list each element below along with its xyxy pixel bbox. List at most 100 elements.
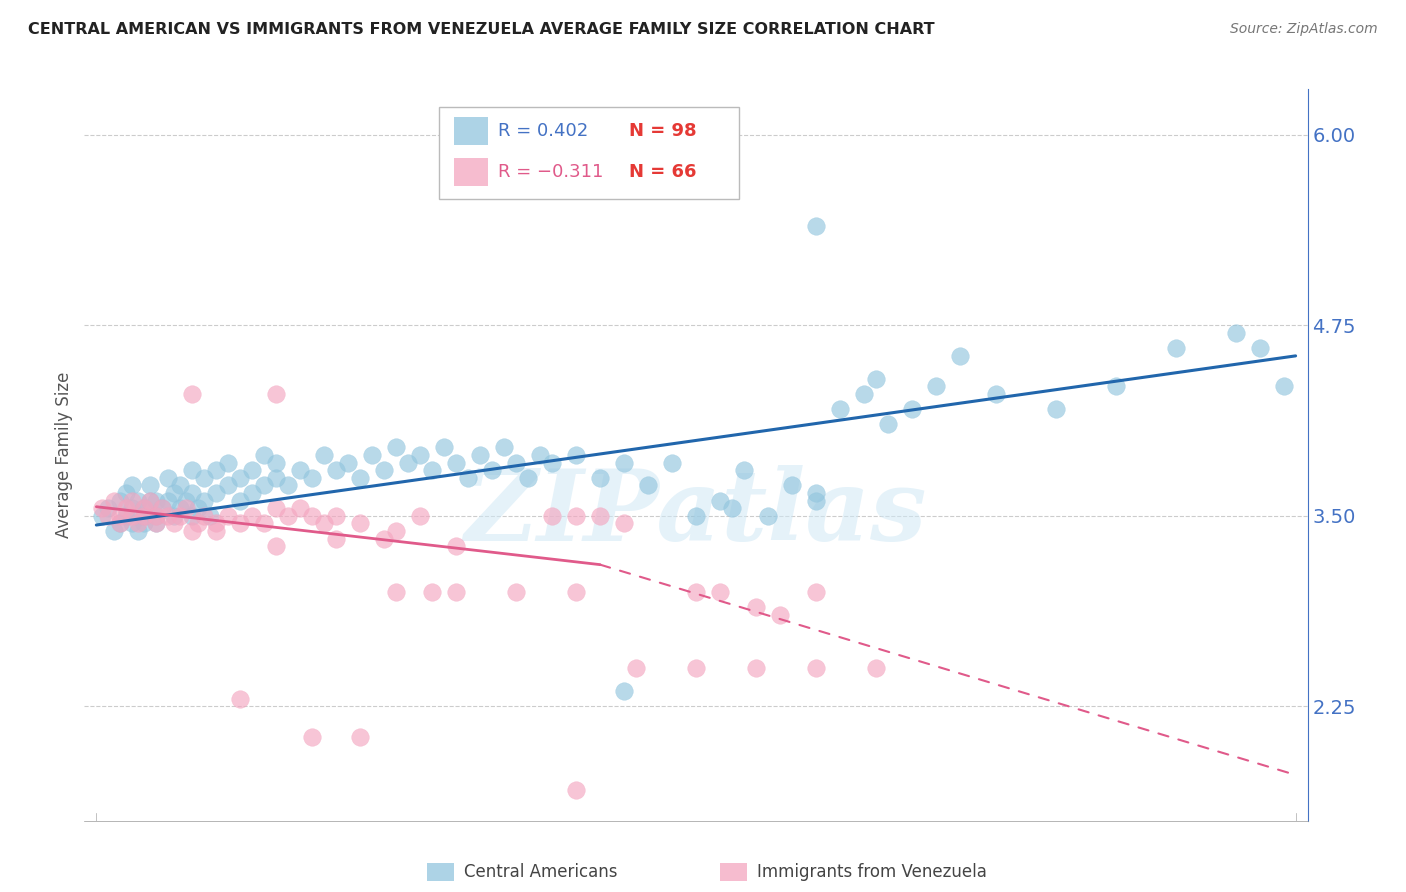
Point — [253, 448, 276, 462]
Point — [174, 493, 197, 508]
Point — [145, 516, 167, 531]
Point — [200, 508, 222, 523]
Point — [150, 501, 173, 516]
FancyBboxPatch shape — [720, 863, 748, 881]
Point — [505, 585, 527, 599]
Point — [103, 524, 125, 538]
Point — [121, 478, 143, 492]
Point — [217, 456, 239, 470]
Point — [121, 508, 143, 523]
Point — [385, 585, 408, 599]
Point — [301, 730, 323, 744]
Point — [103, 493, 125, 508]
Point — [145, 508, 167, 523]
Point — [229, 471, 252, 485]
Point — [613, 684, 636, 698]
Y-axis label: Average Family Size: Average Family Size — [55, 372, 73, 538]
Point — [97, 501, 120, 516]
Point — [181, 524, 204, 538]
Point — [115, 508, 138, 523]
Point — [1272, 379, 1295, 393]
Point — [110, 508, 132, 523]
Point — [565, 585, 588, 599]
Point — [115, 486, 138, 500]
Point — [1164, 341, 1187, 355]
Point — [769, 607, 792, 622]
Point — [685, 585, 707, 599]
Text: R = −0.311: R = −0.311 — [498, 163, 603, 181]
Point — [91, 508, 114, 523]
Point — [349, 516, 371, 531]
Point — [181, 463, 204, 477]
Point — [301, 471, 323, 485]
Point — [217, 508, 239, 523]
Point — [229, 516, 252, 531]
Point — [157, 493, 180, 508]
Point — [637, 478, 659, 492]
Point — [613, 516, 636, 531]
Point — [217, 478, 239, 492]
Point — [804, 219, 827, 234]
Point — [134, 508, 156, 523]
Point — [253, 516, 276, 531]
Point — [804, 493, 827, 508]
Text: N = 98: N = 98 — [628, 122, 696, 140]
Point — [134, 501, 156, 516]
Point — [277, 508, 299, 523]
Point — [150, 501, 173, 516]
Point — [949, 349, 972, 363]
Point — [709, 585, 731, 599]
Point — [984, 387, 1007, 401]
Point — [444, 585, 467, 599]
Point — [134, 501, 156, 516]
Point — [529, 448, 551, 462]
Point — [174, 501, 197, 516]
Point — [373, 463, 395, 477]
Point — [139, 493, 162, 508]
Point — [277, 478, 299, 492]
Point — [457, 471, 479, 485]
Point — [589, 471, 612, 485]
Point — [541, 456, 564, 470]
Point — [205, 524, 228, 538]
Point — [110, 516, 132, 531]
Point — [661, 456, 683, 470]
Point — [1105, 379, 1128, 393]
Point — [139, 478, 162, 492]
Point — [110, 516, 132, 531]
Point — [420, 463, 443, 477]
Point — [624, 661, 647, 675]
Text: N = 66: N = 66 — [628, 163, 696, 181]
Point — [901, 402, 924, 417]
Point — [396, 456, 419, 470]
Point — [865, 661, 887, 675]
Point — [1045, 402, 1067, 417]
Point — [205, 463, 228, 477]
Point — [110, 493, 132, 508]
Point — [187, 516, 209, 531]
Point — [145, 493, 167, 508]
Point — [91, 501, 114, 516]
Point — [852, 387, 875, 401]
Point — [385, 524, 408, 538]
Point — [804, 486, 827, 500]
Point — [444, 539, 467, 553]
Point — [134, 516, 156, 531]
Point — [565, 783, 588, 797]
Point — [481, 463, 503, 477]
Point — [229, 691, 252, 706]
Point — [721, 501, 744, 516]
Text: R = 0.402: R = 0.402 — [498, 122, 588, 140]
Point — [253, 478, 276, 492]
Point — [541, 508, 564, 523]
Point — [468, 448, 491, 462]
Point — [163, 508, 186, 523]
Point — [361, 448, 384, 462]
Point — [264, 501, 287, 516]
Point — [325, 508, 347, 523]
Point — [169, 478, 191, 492]
Text: Source: ZipAtlas.com: Source: ZipAtlas.com — [1230, 22, 1378, 37]
Point — [115, 501, 138, 516]
Point — [97, 508, 120, 523]
Point — [181, 387, 204, 401]
